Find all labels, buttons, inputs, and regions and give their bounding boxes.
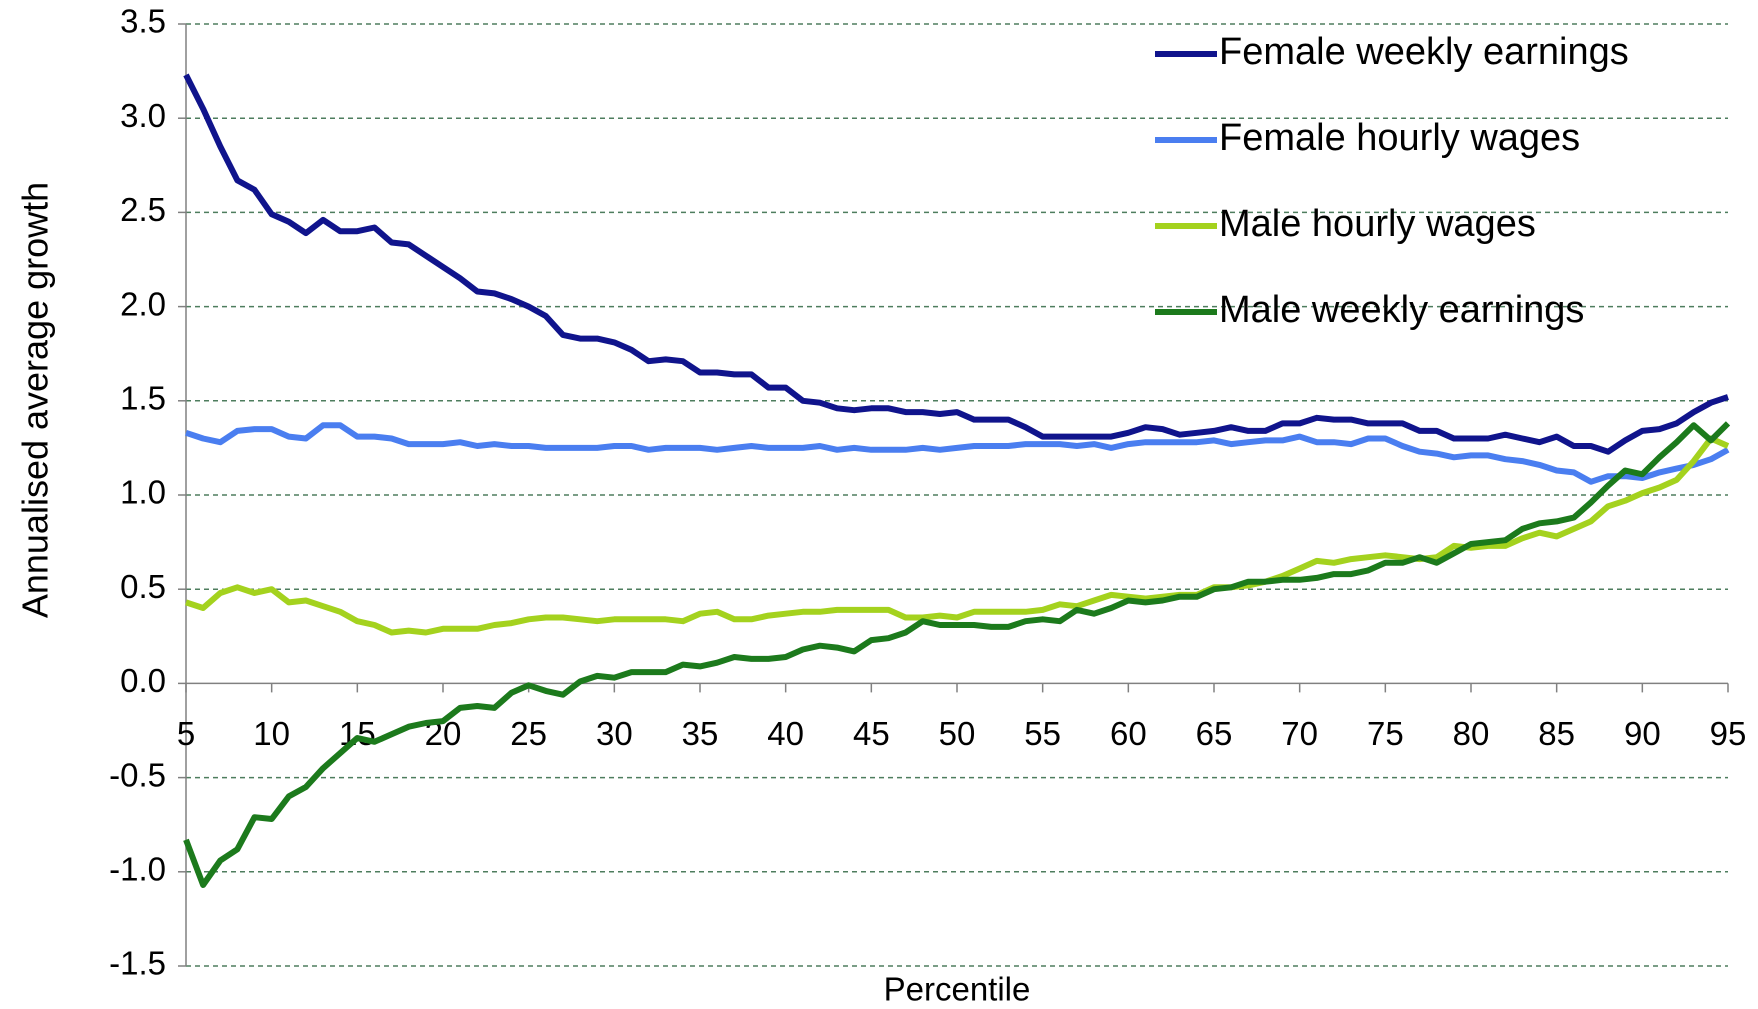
x-tick-label: 25 bbox=[510, 715, 547, 752]
legend-text: Male hourly wages bbox=[1219, 203, 1536, 245]
legend-text: Male weekly earnings bbox=[1219, 289, 1584, 331]
series-line bbox=[185, 422, 1730, 485]
y-axis-title: Annualised average growth bbox=[15, 182, 56, 618]
y-tick-label: -1.0 bbox=[109, 851, 166, 888]
y-tick-label: 1.5 bbox=[120, 380, 166, 417]
series-line bbox=[185, 435, 1730, 636]
x-tick-label: 65 bbox=[1196, 715, 1233, 752]
x-tick-label: 5 bbox=[177, 715, 195, 752]
y-tick-label: 3.5 bbox=[120, 3, 166, 40]
x-tick-label: 95 bbox=[1710, 715, 1747, 752]
y-tick-label: 2.0 bbox=[120, 285, 166, 322]
legend-text: Female weekly earnings bbox=[1219, 31, 1629, 73]
x-tick-label: 50 bbox=[939, 715, 976, 752]
y-tick-label: 3.0 bbox=[120, 97, 166, 134]
y-tick-label: 0.5 bbox=[120, 568, 166, 605]
y-tick-label: 1.0 bbox=[120, 474, 166, 511]
legend-text: Female hourly wages bbox=[1219, 117, 1580, 159]
y-tick-label: -1.5 bbox=[109, 945, 166, 982]
y-tick-label: -0.5 bbox=[109, 756, 166, 793]
x-tick-label: 75 bbox=[1367, 715, 1404, 752]
x-tick-label: 80 bbox=[1453, 715, 1490, 752]
x-tick-label: 40 bbox=[767, 715, 804, 752]
x-tick-label: 55 bbox=[1024, 715, 1061, 752]
series-line bbox=[183, 73, 1729, 455]
y-tick-label: 0.0 bbox=[120, 662, 166, 699]
x-tick-label: 70 bbox=[1281, 715, 1318, 752]
x-tick-label: 30 bbox=[596, 715, 633, 752]
x-axis-title: Percentile bbox=[884, 971, 1031, 1008]
y-tick-label: 2.5 bbox=[120, 191, 166, 228]
x-tick-label: 60 bbox=[1110, 715, 1147, 752]
series-line bbox=[183, 421, 1731, 888]
x-tick-label: 85 bbox=[1538, 715, 1575, 752]
x-tick-label: 10 bbox=[253, 715, 290, 752]
x-tick-label: 45 bbox=[853, 715, 890, 752]
x-tick-label: 35 bbox=[682, 715, 719, 752]
x-tick-label: 90 bbox=[1624, 715, 1661, 752]
